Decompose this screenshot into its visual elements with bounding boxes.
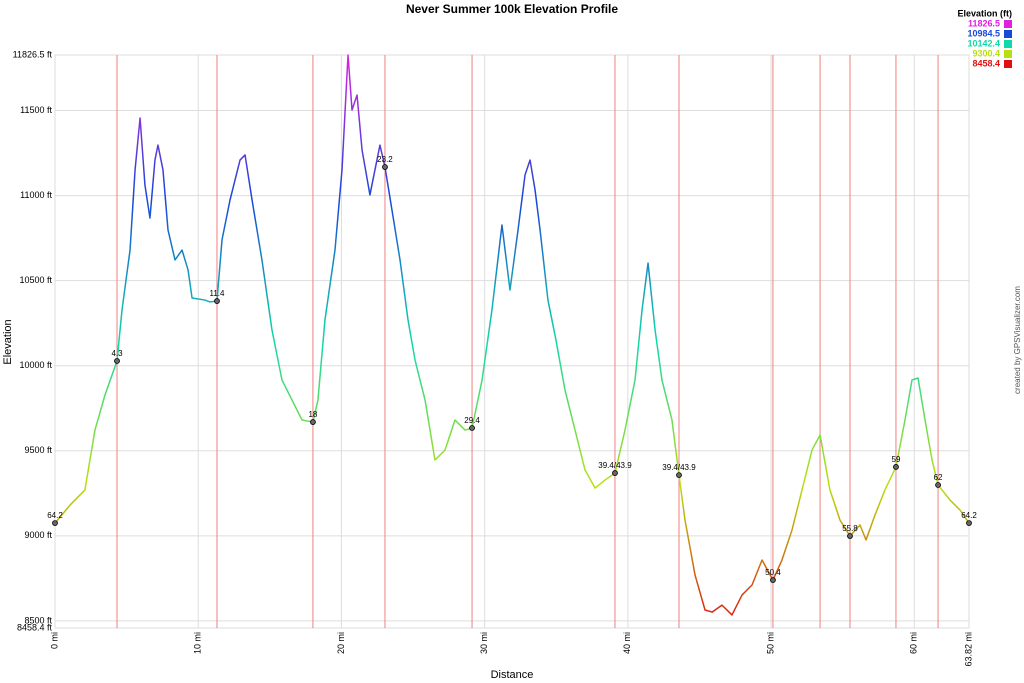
credit: created by GPSVisualizer.com — [1013, 286, 1022, 394]
waypoint-label: 62 — [934, 473, 943, 482]
y-tick-label: 11500 ft — [20, 105, 52, 115]
legend-label: 11826.5 — [968, 18, 1000, 28]
waypoint — [847, 533, 853, 539]
legend-label: 10142.4 — [967, 38, 1000, 48]
y-tick-label: 10000 ft — [19, 360, 52, 370]
legend-swatch — [1004, 20, 1012, 28]
x-tick-label: 63.82 mi — [963, 632, 973, 667]
waypoint-label: 11.4 — [209, 289, 225, 298]
legend-title: Elevation (ft) — [957, 8, 1012, 18]
x-tick-label: 20 mi — [336, 632, 346, 654]
y-tick-label: 8458.4 ft — [17, 622, 53, 632]
y-tick-label: 8500 ft — [24, 615, 52, 625]
legend-swatch — [1004, 40, 1012, 48]
waypoint — [770, 577, 776, 583]
chart-title: Never Summer 100k Elevation Profile — [406, 2, 618, 16]
waypoint — [214, 298, 220, 304]
waypoint — [935, 482, 941, 488]
x-tick-label: 60 mi — [909, 632, 919, 654]
legend-swatch — [1004, 30, 1012, 38]
waypoint-label: 50.4 — [765, 568, 781, 577]
x-tick-label: 0 mi — [49, 632, 59, 649]
waypoint — [612, 470, 618, 476]
legend-label: 10984.5 — [967, 28, 1000, 38]
waypoint-label: 64.2 — [961, 511, 977, 520]
waypoint — [310, 419, 316, 425]
waypoint-label: 39.4/43.9 — [598, 461, 632, 470]
y-tick-label: 9500 ft — [24, 445, 52, 455]
waypoint-label: 55.8 — [842, 524, 858, 533]
waypoint-label: 4.3 — [111, 349, 123, 358]
legend-swatch — [1004, 60, 1012, 68]
waypoint-label: 23.2 — [377, 155, 393, 164]
waypoint-label: 18 — [308, 410, 317, 419]
waypoint-label: 29.4 — [464, 416, 480, 425]
waypoint-label: 39.4/43.9 — [662, 463, 696, 472]
elevation-line — [54, 54, 970, 616]
y-tick-label: 11000 ft — [20, 190, 52, 200]
x-tick-label: 10 mi — [193, 632, 203, 654]
y-tick-label: 11826.5 ft — [13, 49, 53, 59]
waypoint-label: 64.2 — [47, 511, 63, 520]
y-tick-label: 9000 ft — [24, 530, 52, 540]
legend-label: 8458.4 — [972, 58, 1000, 68]
legend-swatch — [1004, 50, 1012, 58]
waypoint — [114, 358, 120, 364]
plot-area — [54, 54, 970, 629]
waypoint — [469, 425, 475, 431]
x-tick-label: 50 mi — [765, 632, 775, 654]
x-tick-label: 30 mi — [479, 632, 489, 654]
waypoint — [676, 472, 682, 479]
legend-label: 9300.4 — [972, 48, 1000, 58]
waypoint — [966, 520, 972, 527]
y-tick-label: 10500 ft — [19, 275, 52, 285]
waypoint-label: 59 — [892, 455, 901, 464]
y-axis-label: Elevation — [2, 319, 14, 364]
waypoint — [382, 164, 388, 170]
x-axis-label: Distance — [491, 669, 534, 681]
waypoint — [893, 464, 899, 470]
waypoint — [52, 520, 58, 527]
x-tick-label: 40 mi — [622, 632, 632, 654]
